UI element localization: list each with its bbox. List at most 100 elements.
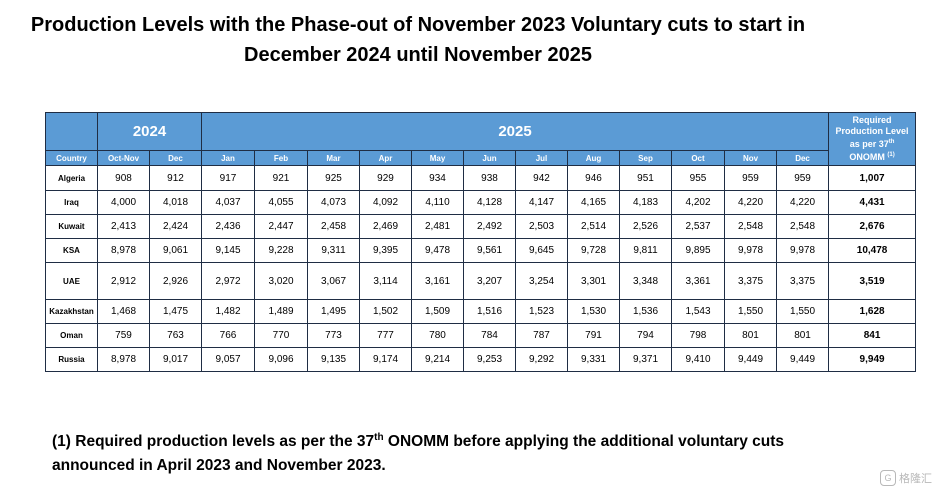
page-title: Production Levels with the Phase-out of … — [0, 10, 836, 70]
table-row: Russia 8,978 9,017 9,057 9,096 9,135 9,174 9,21… — [45, 347, 917, 372]
value-cell: 9,057 — [201, 347, 255, 372]
value-cell: 3,161 — [411, 262, 464, 300]
value-cell: 925 — [307, 165, 360, 191]
value-cell: 4,183 — [619, 190, 672, 215]
value-cell: 917 — [201, 165, 255, 191]
country-cell: Algeria — [45, 165, 98, 191]
value-cell: 4,092 — [359, 190, 412, 215]
value-cell: 9,449 — [775, 347, 830, 372]
value-cell: 8,978 — [97, 347, 150, 372]
value-cell: 946 — [567, 165, 620, 191]
value-cell: 955 — [671, 165, 725, 191]
value-cell: 2,424 — [149, 214, 202, 239]
value-cell: 1,523 — [515, 299, 568, 324]
required-header-note-ref: (1) — [887, 152, 895, 158]
value-cell: 1,502 — [359, 299, 412, 324]
value-cell: 951 — [619, 165, 672, 191]
country-cell: Oman — [45, 323, 98, 348]
value-cell: 4,220 — [775, 190, 830, 215]
value-cell: 9,645 — [515, 238, 568, 263]
value-cell: 2,972 — [201, 262, 255, 300]
value-cell: 908 — [97, 165, 150, 191]
month-header: Aug — [567, 150, 620, 166]
country-cell: Kuwait — [45, 214, 98, 239]
value-cell: 2,514 — [567, 214, 620, 239]
required-header-line-4: ONOMM — [849, 152, 885, 162]
value-cell: 9,145 — [201, 238, 255, 263]
value-cell: 3,301 — [567, 262, 620, 300]
value-cell: 1,495 — [307, 299, 360, 324]
value-cell: 1,509 — [411, 299, 464, 324]
month-header: Oct — [671, 150, 725, 166]
required-level-cell: 2,676 — [828, 214, 917, 239]
value-cell: 791 — [567, 323, 620, 348]
value-cell: 1,468 — [97, 299, 150, 324]
required-level-cell: 1,628 — [828, 299, 917, 324]
month-header: May — [411, 150, 464, 166]
table-row: Oman 759 763 766 770 773 777 780 784 787 791 794 798… — [45, 323, 917, 348]
value-cell: 4,018 — [149, 190, 202, 215]
value-cell: 787 — [515, 323, 568, 348]
value-cell: 3,348 — [619, 262, 672, 300]
watermark-text: 格隆汇 — [899, 473, 932, 485]
value-cell: 929 — [359, 165, 412, 191]
value-cell: 759 — [97, 323, 150, 348]
value-cell: 3,020 — [254, 262, 308, 300]
value-cell: 2,503 — [515, 214, 568, 239]
value-cell: 1,516 — [463, 299, 516, 324]
value-cell: 801 — [775, 323, 830, 348]
country-cell: Kazakhstan — [45, 299, 98, 324]
value-cell: 9,978 — [775, 238, 830, 263]
value-cell: 766 — [201, 323, 255, 348]
header-blank-cell — [45, 112, 98, 151]
footnote: (1) Required production levels as per th… — [52, 426, 882, 478]
value-cell: 4,055 — [254, 190, 308, 215]
required-level-cell: 4,431 — [828, 190, 917, 215]
value-cell: 4,147 — [515, 190, 568, 215]
country-cell: UAE — [45, 262, 98, 300]
year-2024-header: 2024 — [97, 112, 202, 151]
value-cell: 2,413 — [97, 214, 150, 239]
country-cell: KSA — [45, 238, 98, 263]
required-level-cell: 1,007 — [828, 165, 917, 191]
value-cell: 9,253 — [463, 347, 516, 372]
value-cell: 2,548 — [724, 214, 777, 239]
value-cell: 9,478 — [411, 238, 464, 263]
month-header: Dec — [775, 150, 830, 166]
value-cell: 4,073 — [307, 190, 360, 215]
footnote-sup: th — [374, 432, 384, 443]
month-header: Jul — [515, 150, 568, 166]
value-cell: 780 — [411, 323, 464, 348]
required-level-cell: 3,519 — [828, 262, 917, 300]
value-cell: 938 — [463, 165, 516, 191]
required-level-cell: 10,478 — [828, 238, 917, 263]
table-body: Algeria 908 912 917 921 925 929 934 938 942 946 951… — [45, 165, 917, 372]
table-row: KSA 8,978 9,061 9,145 9,228 9,311 9,395 9,478 9,… — [45, 238, 917, 263]
value-cell: 9,410 — [671, 347, 725, 372]
value-cell: 9,174 — [359, 347, 412, 372]
value-cell: 9,311 — [307, 238, 360, 263]
required-header-line-3: as per 37 — [849, 139, 889, 149]
value-cell: 4,128 — [463, 190, 516, 215]
value-cell: 1,550 — [775, 299, 830, 324]
value-cell: 1,543 — [671, 299, 725, 324]
month-header: Mar — [307, 150, 360, 166]
table-row: Kuwait 2,413 2,424 2,436 2,447 2,458 2,469 2,48… — [45, 214, 917, 239]
footnote-line-1: (1) Required production levels as per th… — [52, 426, 882, 454]
required-header-sup: th — [888, 139, 895, 145]
required-production-header: Required Production Level as per 37th ON… — [828, 112, 917, 166]
value-cell: 3,207 — [463, 262, 516, 300]
value-cell: 3,375 — [724, 262, 777, 300]
value-cell: 2,458 — [307, 214, 360, 239]
value-cell: 2,526 — [619, 214, 672, 239]
value-cell: 784 — [463, 323, 516, 348]
value-cell: 2,447 — [254, 214, 308, 239]
month-header: Sep — [619, 150, 672, 166]
value-cell: 2,926 — [149, 262, 202, 300]
value-cell: 9,728 — [567, 238, 620, 263]
value-cell: 9,561 — [463, 238, 516, 263]
value-cell: 770 — [254, 323, 308, 348]
value-cell: 3,361 — [671, 262, 725, 300]
value-cell: 4,037 — [201, 190, 255, 215]
value-cell: 9,978 — [724, 238, 777, 263]
